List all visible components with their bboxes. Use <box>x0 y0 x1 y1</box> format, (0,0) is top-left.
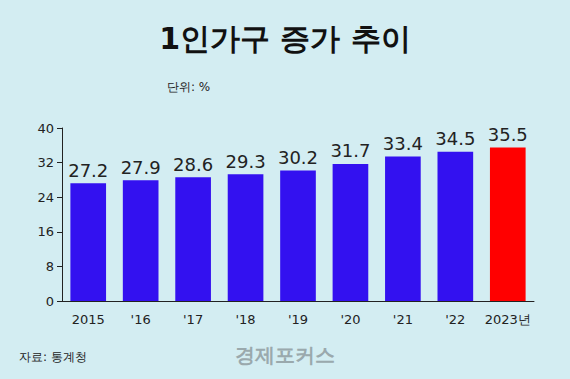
svg-text:경제포커스: 경제포커스 <box>235 343 335 367</box>
svg-text:35.5: 35.5 <box>488 124 528 145</box>
svg-text:2015: 2015 <box>72 312 105 327</box>
svg-text:'19: '19 <box>288 312 308 327</box>
svg-text:'17: '17 <box>183 312 203 327</box>
svg-text:'16: '16 <box>131 312 151 327</box>
svg-text:27.2: 27.2 <box>68 160 108 181</box>
svg-text:단위: %: 단위: % <box>167 80 210 94</box>
svg-text:34.5: 34.5 <box>435 128 475 149</box>
svg-text:30.2: 30.2 <box>278 147 318 168</box>
svg-text:1인가구 증가 추이: 1인가구 증가 추이 <box>159 21 411 56</box>
svg-text:16: 16 <box>37 224 54 239</box>
svg-text:8: 8 <box>46 259 54 274</box>
svg-text:24: 24 <box>37 190 54 205</box>
svg-text:자료: 통계청: 자료: 통계청 <box>19 350 87 364</box>
svg-text:'18: '18 <box>235 312 255 327</box>
svg-text:0: 0 <box>46 294 54 309</box>
svg-text:'20: '20 <box>340 312 360 327</box>
svg-text:33.4: 33.4 <box>383 133 423 154</box>
svg-text:32: 32 <box>37 155 54 170</box>
svg-text:27.9: 27.9 <box>121 157 161 178</box>
svg-text:31.7: 31.7 <box>330 140 370 161</box>
svg-text:'22: '22 <box>445 312 465 327</box>
svg-text:'21: '21 <box>393 312 413 327</box>
svg-text:40: 40 <box>37 121 54 136</box>
svg-text:29.3: 29.3 <box>226 151 266 172</box>
svg-text:28.6: 28.6 <box>173 154 213 175</box>
svg-text:2023년: 2023년 <box>485 312 531 327</box>
